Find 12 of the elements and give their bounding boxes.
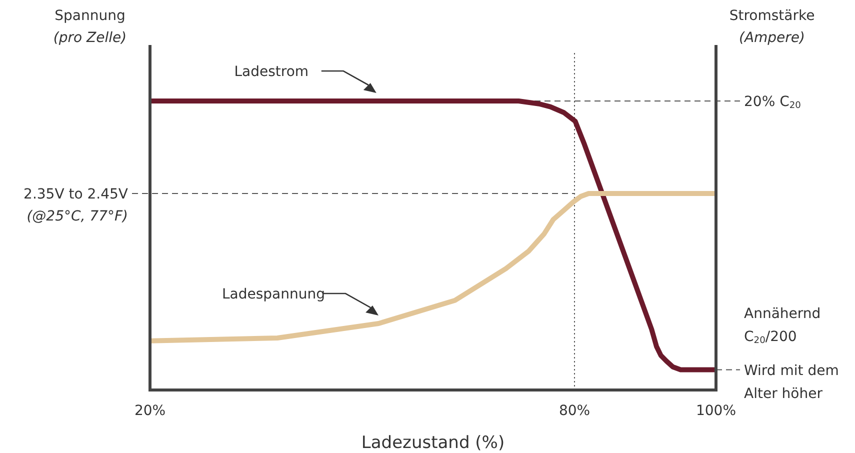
text: Ladespannung (222, 286, 326, 303)
text: Annähernd C$_{20}$/200 (744, 306, 821, 346)
ref-line-label: 2.35V to 2.45V (@25°C, 77°F) (24, 186, 128, 224)
x-axis-title: Ladezustand (%) (361, 433, 505, 453)
y-axis-title: Spannung (pro Zelle) (53, 8, 127, 46)
x-tick-label: 20% (134, 403, 166, 419)
ref-line-label: 20% C$_{20}$ (744, 94, 802, 112)
series-label: Ladestrom (234, 64, 309, 80)
ref-line-label: Wird mit dem Alter höher (744, 362, 839, 402)
x-tick-label: 80% (558, 403, 590, 419)
x-tick-label: 100% (696, 403, 736, 419)
y2-axis-title: Stromstärke (Ampere) (729, 8, 815, 46)
